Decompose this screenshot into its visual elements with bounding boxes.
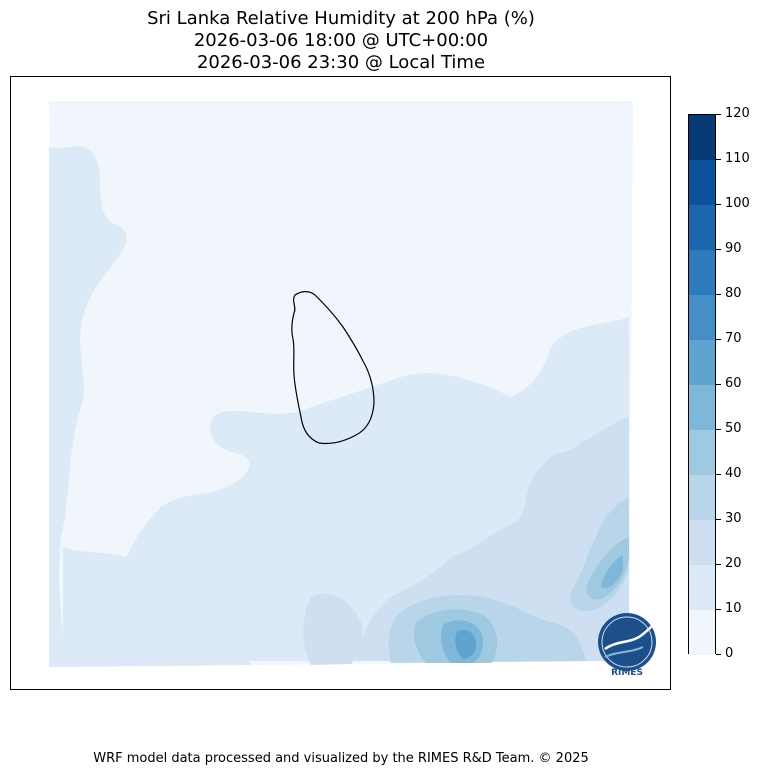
colorbar-segment (689, 610, 715, 655)
contour-20-30-east (356, 417, 629, 661)
map-panel: RIMES (10, 76, 671, 690)
colorbar-tick (716, 473, 721, 475)
colorbar-segment (689, 520, 715, 565)
colorbar (688, 114, 716, 655)
colorbar-tick (716, 293, 721, 295)
colorbar-tick-label: 40 (725, 466, 742, 481)
contour-10-20-south (63, 547, 251, 667)
colorbar-segment (689, 340, 715, 385)
colorbar-tick (716, 338, 721, 340)
humidity-contour-map: RIMES (49, 101, 656, 678)
credit-footer: WRF model data processed and visualized … (93, 751, 589, 766)
colorbar-tick (716, 608, 721, 610)
local-time: 2026-03-06 23:30 @ Local Time (196, 52, 486, 73)
colorbar-segment (689, 160, 715, 205)
colorbar-tick-label: 110 (725, 151, 750, 166)
map-title: Sri Lanka Relative Humidity at 200 hPa (… (147, 8, 535, 29)
colorbar-tick-label: 30 (725, 511, 742, 526)
colorbar-tick-label: 60 (725, 376, 742, 391)
contour-10-20-west (49, 146, 127, 667)
colorbar-tick-label: 0 (725, 646, 734, 661)
colorbar-tick-label: 120 (725, 106, 750, 121)
sri-lanka-coastline (291, 291, 375, 445)
logo-text: RIMES (611, 668, 643, 678)
colorbar-tick (716, 383, 721, 385)
colorbar-tick (716, 563, 721, 565)
colorbar-tick-label: 10 (725, 601, 742, 616)
colorbar-tick (716, 203, 721, 205)
contour-60-70 (455, 630, 477, 659)
colorbar-segment (689, 115, 715, 160)
colorbar-tick-label: 70 (725, 331, 742, 346)
rimes-logo: RIMES (598, 613, 656, 678)
colorbar-segment (689, 205, 715, 250)
contour-40-50-east (586, 537, 629, 600)
colorbar-tick (716, 113, 721, 115)
utc-time: 2026-03-06 18:00 @ UTC+00:00 (193, 30, 489, 51)
colorbar-segment (689, 475, 715, 520)
colorbar-tick-label: 100 (725, 196, 750, 211)
colorbar-segment (689, 250, 715, 295)
colorbar-tick (716, 518, 721, 520)
contour-50-60-east (601, 555, 623, 588)
colorbar-tick (716, 653, 721, 655)
colorbar-tick-label: 50 (725, 421, 742, 436)
colorbar-tick (716, 248, 721, 250)
colorbar-tick (716, 428, 721, 430)
contour-20-30-south (303, 593, 363, 665)
colorbar-segment (689, 565, 715, 610)
colorbar-tick (716, 158, 721, 160)
colorbar-tick-label: 20 (725, 556, 742, 571)
colorbar-tick-label: 90 (725, 241, 742, 256)
colorbar-segment (689, 430, 715, 475)
colorbar-segment (689, 295, 715, 340)
colorbar-tick-label: 80 (725, 286, 742, 301)
colorbar-segment (689, 385, 715, 430)
